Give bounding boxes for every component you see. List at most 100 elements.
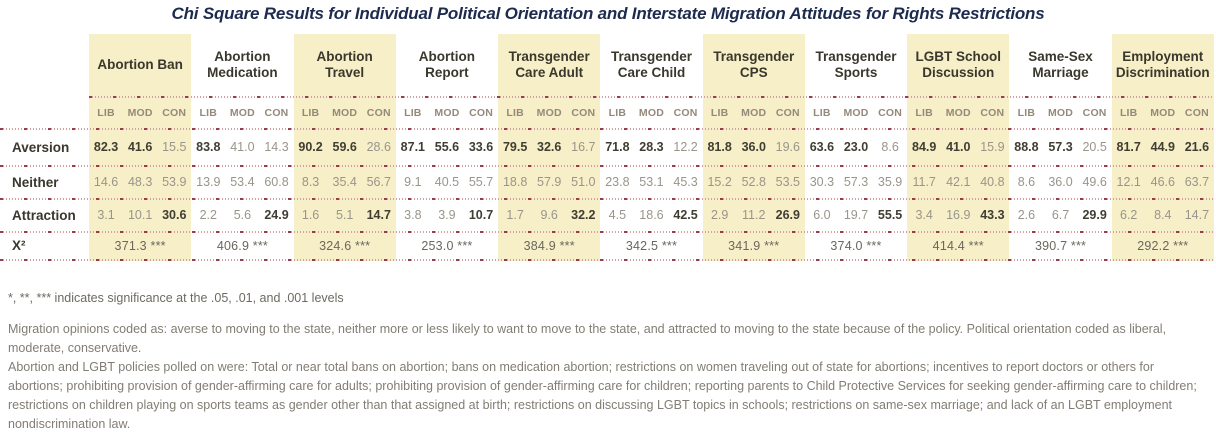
chi-square-value: 390.7 ***	[1034, 238, 1087, 253]
value: 43.3	[980, 208, 1005, 222]
chi-square-value: 342.5 ***	[625, 238, 678, 253]
subcolumn-header: CON	[366, 106, 391, 119]
subcolumn-header: CON	[1082, 106, 1107, 119]
value: 19.7	[843, 208, 869, 222]
value: 24.9	[264, 208, 289, 222]
subcolumn-header-group: LIB MOD CON	[396, 98, 498, 127]
column-group-header: Abortion Report	[418, 48, 476, 80]
value: 53.4	[230, 175, 255, 189]
chi-square-value: 324.6 ***	[319, 238, 371, 253]
value: 11.2	[742, 208, 766, 222]
value: 88.8	[1014, 140, 1039, 154]
subcolumn-header-group: LIB MOD CON	[89, 98, 191, 127]
value: 63.6	[809, 140, 835, 154]
subcolumn-header: MOD	[332, 106, 358, 119]
value: 9.6	[540, 208, 558, 222]
value: 2.9	[710, 208, 729, 222]
subcolumn-header-row: LIB MOD CON LIB MOD CON LIB MOD CON LIB MOD CON LIB M…	[0, 98, 1214, 127]
chi-square-value: 253.0 ***	[421, 238, 473, 253]
subcolumn-header-group: LIB MOD CON	[294, 98, 396, 127]
value: 18.8	[502, 175, 528, 189]
subcolumn-header: CON	[1184, 106, 1209, 119]
value-cell-group: 6.0 19.7 55.5	[805, 200, 907, 230]
subcolumn-header: LIB	[1119, 106, 1138, 119]
column-highlight	[89, 34, 192, 261]
value: 83.8	[196, 140, 221, 154]
value: 40.5	[434, 175, 460, 189]
value: 57.3	[843, 175, 869, 189]
value-cell-group: 87.1 55.6 33.6	[396, 130, 498, 164]
value: 55.5	[877, 208, 903, 222]
subcolumn-header: CON	[469, 106, 493, 119]
chi-square-value: 341.9 ***	[728, 238, 780, 253]
results-table: Abortion Ban Abortion Medication Abortion …	[0, 34, 1214, 261]
column-highlight	[293, 34, 396, 261]
policies-polled-note: Abortion and LGBT policies polled on wer…	[8, 360, 1197, 431]
value: 71.8	[605, 140, 630, 154]
subcolumn-header: LIB	[813, 106, 831, 119]
subcolumn-header: LIB	[97, 106, 115, 119]
value-cell-group: 88.8 57.3 20.5	[1009, 130, 1111, 164]
subcolumn-header-group: LIB MOD CON	[498, 98, 600, 127]
value: 40.8	[980, 175, 1005, 189]
value-cell-group: 79.5 32.6 16.7	[498, 130, 600, 164]
value: 6.0	[813, 208, 831, 222]
value-cell-group: 81.8 36.0 19.6	[703, 130, 805, 164]
value: 11.7	[912, 175, 936, 189]
column-highlight	[907, 34, 1010, 261]
row-label: Attraction	[12, 207, 76, 223]
value-cell-group: 2.6 6.7 29.9	[1009, 200, 1111, 230]
value-cell-group: 18.8 57.9 51.0	[498, 167, 600, 197]
column-group-header: Employment Discrimination	[1115, 48, 1210, 80]
column-highlight	[702, 34, 805, 261]
column-group-header: Transgender Sports	[815, 48, 897, 80]
subcolumn-header-group: LIB MOD CON	[805, 98, 907, 127]
value: 28.3	[639, 140, 664, 154]
value: 19.6	[775, 140, 800, 154]
column-group-header: LGBT School Discussion	[915, 48, 1002, 80]
subcolumn-header: MOD	[741, 106, 767, 119]
value: 1.6	[301, 208, 320, 222]
value-cell-group: 63.6 23.0 8.6	[805, 130, 907, 164]
value: 10.1	[127, 208, 153, 222]
table-row-attraction: Attraction 3.1 10.1 30.6 2.2 5.6 24.9 1.6 5.1 14.…	[0, 200, 1214, 230]
subcolumn-header-group: LIB MOD CON	[1009, 98, 1111, 127]
value: 23.8	[605, 175, 630, 189]
value-cell-group: 8.6 36.0 49.6	[1009, 167, 1111, 197]
value-cell-group: 81.7 44.9 21.6	[1112, 130, 1214, 164]
subcolumn-header: LIB	[710, 106, 729, 119]
table-row-aversion: Aversion 82.3 41.6 15.5 83.8 41.0 14.3 90.2 59.6…	[0, 130, 1214, 164]
column-group-header: Transgender Care Child	[610, 48, 692, 80]
value: 8.6	[881, 140, 899, 154]
dotted-divider	[0, 230, 1214, 233]
value: 5.1	[335, 208, 354, 222]
value: 3.8	[404, 208, 422, 222]
value-cell-group: 13.9 53.4 60.8	[191, 167, 293, 197]
column-group-header: Abortion Medication	[207, 48, 278, 80]
dotted-divider	[0, 164, 1214, 167]
subcolumn-header-group: LIB MOD CON	[1112, 98, 1214, 127]
subcolumn-header: MOD	[434, 106, 460, 119]
corner-cell	[0, 34, 89, 95]
value: 14.7	[366, 208, 391, 222]
column-highlight-stripes	[0, 34, 1214, 261]
migration-coding-note: Migration opinions coded as: averse to m…	[8, 322, 1167, 355]
value: 33.6	[468, 140, 494, 154]
value: 30.6	[162, 208, 187, 222]
value: 79.5	[502, 140, 528, 154]
subcolumn-header-group: LIB MOD CON	[907, 98, 1009, 127]
value-cell-group: 30.3 57.3 35.9	[805, 167, 907, 197]
subcolumn-header: LIB	[199, 106, 218, 119]
value: 9.1	[404, 175, 422, 189]
value: 44.9	[1150, 140, 1175, 154]
value: 15.2	[707, 175, 732, 189]
dotted-divider	[0, 127, 1214, 130]
value-cell-group: 2.2 5.6 24.9	[191, 200, 293, 230]
value: 42.5	[673, 208, 698, 222]
value: 42.1	[946, 175, 971, 189]
value: 59.6	[332, 140, 357, 154]
value: 3.1	[97, 208, 115, 222]
value-cell-group: 84.9 41.0 15.9	[907, 130, 1009, 164]
value: 57.9	[537, 175, 562, 189]
